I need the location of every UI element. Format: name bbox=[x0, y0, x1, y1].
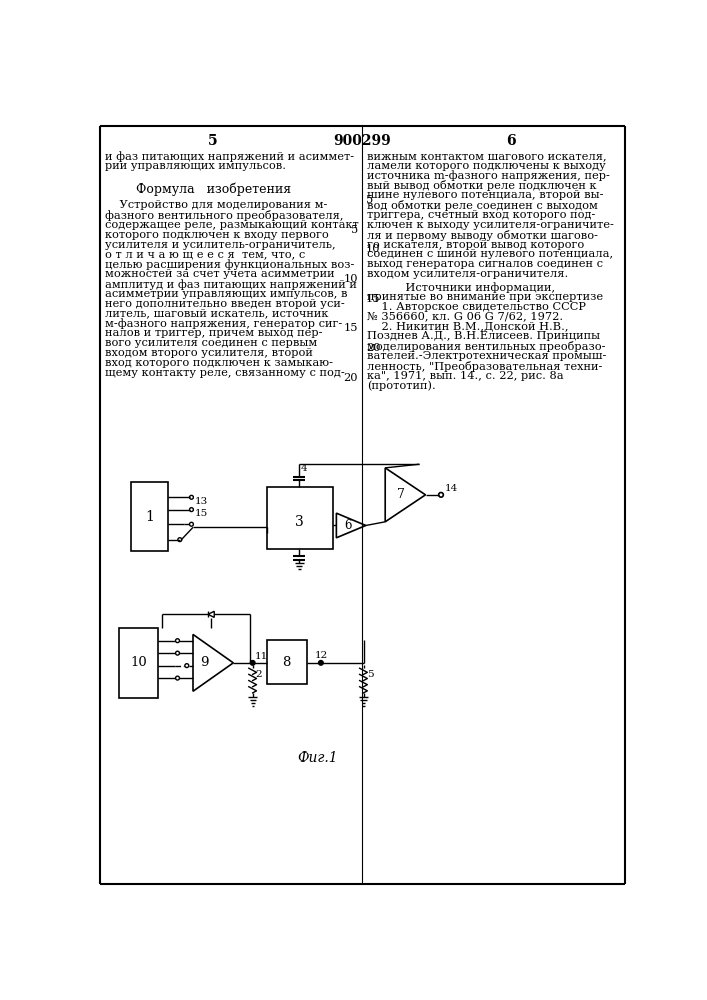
Text: него дополнительно введен второй уси-: него дополнительно введен второй уси- bbox=[105, 299, 345, 309]
Text: 10: 10 bbox=[344, 274, 358, 284]
Text: 15: 15 bbox=[366, 294, 380, 304]
Text: шине нулевого потенциала, второй вы-: шине нулевого потенциала, второй вы- bbox=[368, 190, 604, 200]
Text: вход которого подключен к замыкаю-: вход которого подключен к замыкаю- bbox=[105, 358, 334, 368]
Text: выход генератора сигналов соединен с: выход генератора сигналов соединен с bbox=[368, 259, 603, 269]
Text: № 356660, кл. G 06 G 7/62, 1972.: № 356660, кл. G 06 G 7/62, 1972. bbox=[368, 311, 563, 321]
Text: (прототип).: (прототип). bbox=[368, 380, 436, 391]
Text: 15: 15 bbox=[194, 509, 208, 518]
Text: 9: 9 bbox=[200, 656, 209, 669]
Text: Источники информации,: Источники информации, bbox=[391, 282, 555, 293]
Text: ка", 1971, вып. 14., с. 22, рис. 8а: ка", 1971, вып. 14., с. 22, рис. 8а bbox=[368, 371, 564, 381]
Text: 5: 5 bbox=[367, 670, 373, 679]
Text: вый вывод обмотки реле подключен к: вый вывод обмотки реле подключен к bbox=[368, 180, 597, 191]
Polygon shape bbox=[385, 468, 426, 522]
Bar bbox=[267, 640, 307, 684]
Text: 20: 20 bbox=[366, 343, 380, 353]
Text: ленность, "Преобразовательная техни-: ленность, "Преобразовательная техни- bbox=[368, 361, 603, 372]
Text: 15: 15 bbox=[344, 323, 358, 333]
Text: 3: 3 bbox=[296, 515, 304, 529]
Text: вателей.-Электротехническая промыш-: вателей.-Электротехническая промыш- bbox=[368, 351, 607, 361]
Text: фазного вентильного преобразователя,: фазного вентильного преобразователя, bbox=[105, 210, 344, 221]
Text: вижным контактом шагового искателя,: вижным контактом шагового искателя, bbox=[368, 151, 607, 161]
Text: и фаз питающих напряжений и асиммет-: и фаз питающих напряжений и асиммет- bbox=[105, 151, 354, 162]
Text: усилителя и усилитель-ограничитель,: усилителя и усилитель-ограничитель, bbox=[105, 240, 336, 250]
Text: 7: 7 bbox=[397, 488, 405, 501]
Text: триггера, счетный вход которого под-: триггера, счетный вход которого под- bbox=[368, 210, 596, 220]
Text: 20: 20 bbox=[344, 373, 358, 383]
Text: Позднев А.Д., В.Н.Елисеев. Принципы: Позднев А.Д., В.Н.Елисеев. Принципы bbox=[368, 331, 600, 341]
Text: 5: 5 bbox=[366, 195, 373, 205]
Bar bbox=[119, 628, 158, 698]
Text: рии управляющих импульсов.: рии управляющих импульсов. bbox=[105, 161, 286, 171]
Text: 1. Авторское свидетельство СССР: 1. Авторское свидетельство СССР bbox=[368, 302, 586, 312]
Text: налов и триггер, причем выход пер-: налов и триггер, причем выход пер- bbox=[105, 328, 323, 338]
Text: 11: 11 bbox=[255, 652, 268, 661]
Text: 2. Никитин В.М.,Донской Н.В.,: 2. Никитин В.М.,Донской Н.В., bbox=[368, 321, 569, 331]
Text: Фиг.1: Фиг.1 bbox=[298, 751, 338, 765]
Text: 6: 6 bbox=[506, 134, 515, 148]
Text: источника m-фазного напряжения, пер-: источника m-фазного напряжения, пер- bbox=[368, 171, 610, 181]
Text: входом усилителя-ограничителя.: входом усилителя-ограничителя. bbox=[368, 269, 568, 279]
Text: 1: 1 bbox=[145, 510, 154, 524]
Text: м-фазного напряжения, генератор сиг-: м-фазного напряжения, генератор сиг- bbox=[105, 318, 343, 329]
Text: асимметрии управляющих импульсов, в: асимметрии управляющих импульсов, в bbox=[105, 289, 348, 299]
Text: ля и первому выводу обмотки шагово-: ля и первому выводу обмотки шагово- bbox=[368, 230, 598, 241]
Text: 13: 13 bbox=[194, 497, 208, 506]
Circle shape bbox=[319, 661, 323, 665]
Text: целью расширения функциональных воз-: целью расширения функциональных воз- bbox=[105, 259, 355, 270]
Polygon shape bbox=[208, 611, 214, 617]
Text: 5: 5 bbox=[351, 225, 358, 235]
Text: 10: 10 bbox=[366, 244, 380, 254]
Text: входом второго усилителя, второй: входом второго усилителя, второй bbox=[105, 348, 313, 358]
Text: принятые во внимание при экспертизе: принятые во внимание при экспертизе bbox=[368, 292, 604, 302]
Polygon shape bbox=[337, 513, 366, 538]
Text: 2: 2 bbox=[256, 670, 262, 679]
Text: ключен к выходу усилителя-ограничите-: ключен к выходу усилителя-ограничите- bbox=[368, 220, 614, 230]
Text: 4: 4 bbox=[300, 464, 308, 473]
Text: вод обмотки реле соединен с выходом: вод обмотки реле соединен с выходом bbox=[368, 200, 598, 211]
Text: 900299: 900299 bbox=[333, 134, 391, 148]
Text: 8: 8 bbox=[283, 656, 291, 669]
Bar bbox=[267, 487, 332, 549]
Text: литель, шаговый искатель, источник: литель, шаговый искатель, источник bbox=[105, 308, 329, 318]
Text: содержащее реле, размыкающий контакт: содержащее реле, размыкающий контакт bbox=[105, 220, 359, 230]
Text: 10: 10 bbox=[130, 656, 147, 669]
Circle shape bbox=[250, 661, 255, 665]
Text: 12: 12 bbox=[315, 651, 328, 660]
Text: которого подключен к входу первого: которого подключен к входу первого bbox=[105, 230, 329, 240]
Text: Формула   изобретения: Формула изобретения bbox=[136, 182, 291, 196]
Text: 6: 6 bbox=[344, 519, 352, 532]
Text: о т л и ч а ю щ е е с я  тем, что, с: о т л и ч а ю щ е е с я тем, что, с bbox=[105, 249, 305, 259]
Text: моделирования вентильных преобразо-: моделирования вентильных преобразо- bbox=[368, 341, 606, 352]
Text: можностей за счет учета асимметрии: можностей за счет учета асимметрии bbox=[105, 269, 335, 279]
Text: амплитуд и фаз питающих напряжений и: амплитуд и фаз питающих напряжений и bbox=[105, 279, 357, 290]
Text: Устройство для моделирования м-: Устройство для моделирования м- bbox=[105, 200, 328, 210]
Polygon shape bbox=[193, 634, 233, 691]
Text: вого усилителя соединен с первым: вого усилителя соединен с первым bbox=[105, 338, 317, 348]
Text: го искателя, второй вывод которого: го искателя, второй вывод которого bbox=[368, 240, 585, 250]
Text: 14: 14 bbox=[445, 484, 458, 493]
Text: соединен с шиной нулевого потенциала,: соединен с шиной нулевого потенциала, bbox=[368, 249, 614, 259]
Text: 5: 5 bbox=[208, 134, 217, 148]
Text: щему контакту реле, связанному с под-: щему контакту реле, связанному с под- bbox=[105, 368, 345, 378]
Bar bbox=[131, 482, 168, 551]
Text: ламели которого подключены к выходу: ламели которого подключены к выходу bbox=[368, 161, 606, 171]
